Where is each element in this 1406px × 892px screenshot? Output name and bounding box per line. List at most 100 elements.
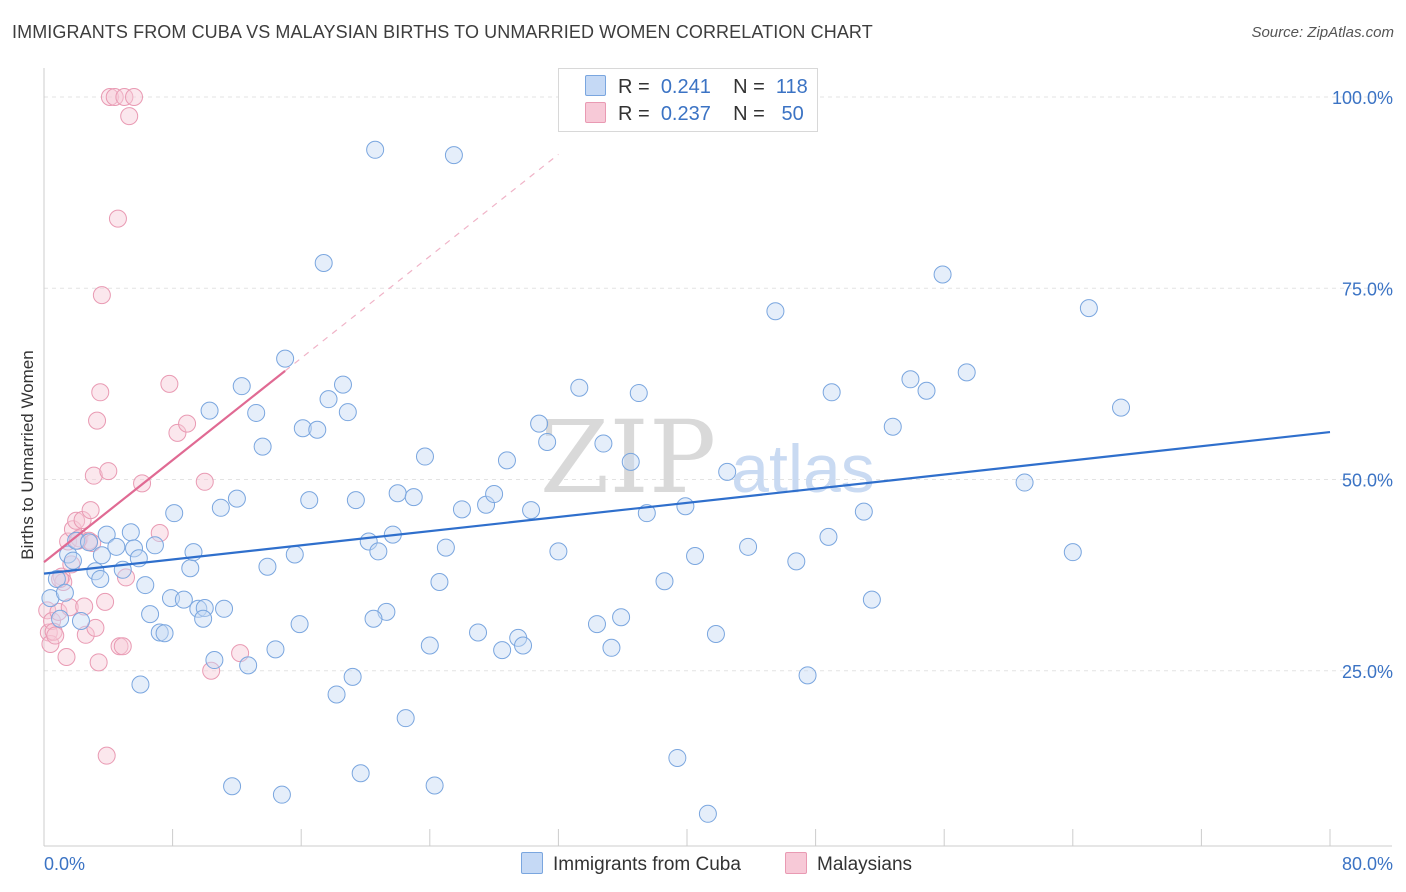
malaysians-point [160,374,179,393]
cuba-point [327,685,346,704]
malaysians-point [178,414,197,433]
cuba-point [493,641,512,660]
cuba-point [232,377,251,396]
cuba-point [266,640,285,659]
cuba-point [125,539,144,558]
cuba-point [131,675,150,694]
cuba-point [211,498,230,517]
cuba-point [223,777,242,796]
cuba-point [629,384,648,403]
cuba-point [314,254,333,273]
cuba-point [388,484,407,503]
cuba-point [227,489,246,508]
cuba-point [819,527,838,546]
cuba-point [338,403,357,422]
cuba-point [766,302,785,321]
cuba-point [333,375,352,394]
cuba-point [637,504,656,523]
malaysians-point [108,209,127,228]
malaysians-point [97,746,116,765]
cuba-point [787,552,806,571]
cuba-point [655,572,674,591]
malaysians-point [100,88,119,106]
cuba-point [514,636,533,655]
cuba-point [862,590,881,609]
cuba-point [1079,299,1098,318]
cuba-point [51,609,70,628]
cuba-point [141,605,160,624]
malaysians-point [89,653,108,672]
malaysians-point [202,661,221,680]
legend-swatch-cuba [585,75,606,96]
malaysians-point [113,637,132,656]
cuba-point [570,378,589,397]
cuba-point [161,589,180,608]
cuba-point [497,451,516,470]
malaysians-point [86,618,105,637]
malaysians-point [92,286,111,305]
cuba-point [404,488,423,507]
cuba-point [189,599,208,618]
cuba-point [343,667,362,686]
cuba-point [957,363,976,382]
malaysians-point [120,107,139,126]
bottom-legend-label-cuba: Immigrants from Cuba [553,854,741,875]
cuba-point [822,383,841,402]
cuba-point [430,573,449,592]
cuba-point [346,491,365,510]
cuba-point [290,615,309,634]
malaysians-point [125,88,144,106]
cuba-point [798,666,817,685]
source-label: Source: ZipAtlas.com [1251,24,1394,41]
cuba-point [121,523,140,542]
cuba-point [272,785,291,804]
bottom-legend-malaysians[interactable]: Malaysians [785,852,912,876]
cuba-point [530,414,549,433]
cuba-point [436,538,455,557]
chart-title: IMMIGRANTS FROM CUBA VS MALAYSIAN BIRTHS… [12,22,873,42]
cuba-point [107,537,126,556]
malaysians-point [60,598,79,617]
malaysians-trend-line [43,370,286,563]
cuba-point [247,403,266,422]
cuba-point [47,569,66,588]
cuba-point [351,764,370,783]
cuba-point [71,612,90,631]
tick-labels: 25.0% 50.0% 75.0% 100.0% 0.0% 80.0% [44,88,1393,874]
cuba-point [276,349,295,368]
cuba-points [41,140,1131,823]
watermark: ZIP atlas [540,399,875,516]
cuba-point [92,546,111,565]
cuba-point [366,140,385,159]
legend-row-cuba: R = 0.241 N = 118 [585,75,808,99]
legend-r-label: R = [618,76,650,98]
cuba-point [612,608,631,627]
malaysians-trend-extension [284,153,559,372]
malaysians-point [81,501,100,520]
legend-n-label: N = [733,103,765,125]
bottom-legend-cuba[interactable]: Immigrants from Cuba [521,852,741,876]
cuba-point [587,615,606,634]
legend-n-value-cuba: 118 [775,76,808,98]
legend-n-value-malaysians: 50 [781,103,804,125]
cuba-point [686,547,705,565]
cuba-point [706,625,725,644]
malaysians-point [96,592,115,611]
cuba-point [258,557,277,576]
malaysians-point [75,597,94,616]
legend-r-value-cuba: 0.241 [660,76,711,98]
cuba-point [1063,543,1082,562]
trend-lines [43,153,1331,575]
cuba-point [594,434,613,453]
cuba-point [718,462,737,481]
cuba-point [59,545,78,564]
cuba-point [80,533,99,552]
x-tick-label: 0.0% [44,854,85,874]
malaysians-point [99,462,118,481]
cuba-point [485,485,504,504]
cuba-point [55,583,74,602]
cuba-point [538,433,557,452]
malaysians-point [195,472,214,491]
malaysians-point [57,647,76,666]
cuba-point [150,623,169,642]
